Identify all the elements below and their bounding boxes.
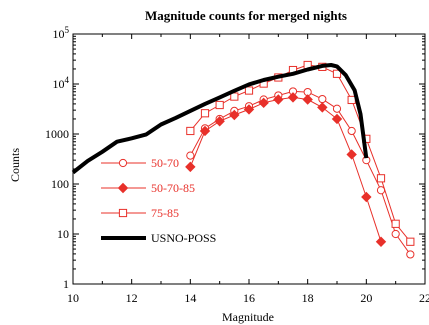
data-point <box>348 127 355 134</box>
y-tick-label: 10 <box>57 227 69 241</box>
data-point <box>319 95 326 102</box>
series-2 <box>187 61 414 245</box>
data-point <box>362 192 371 201</box>
data-point <box>392 220 399 227</box>
x-tick-label: 20 <box>360 291 372 305</box>
y-tick-label: 104 <box>53 75 70 91</box>
y-tick-label: 1 <box>63 277 69 291</box>
data-point <box>187 152 194 159</box>
data-point <box>377 237 386 246</box>
series-0 <box>187 88 414 258</box>
y-tick-label: 105 <box>53 25 70 41</box>
data-point <box>377 187 384 194</box>
y-axis-label: Counts <box>8 148 22 182</box>
plot-frame <box>73 34 425 284</box>
x-axis-label: Magnitude <box>222 310 274 324</box>
x-tick-label: 12 <box>126 291 138 305</box>
legend: 50-70 50-70-85 75-85 USNO-POSS <box>101 156 216 245</box>
data-point <box>201 110 208 117</box>
legend-marker <box>119 184 128 193</box>
data-point <box>186 162 195 171</box>
x-tick-label: 14 <box>184 291 196 305</box>
legend-label: 50-70 <box>151 156 179 170</box>
y-tick-label: 1000 <box>45 127 69 141</box>
chart-title: Magnitude counts for merged nights <box>145 8 347 23</box>
data-point <box>392 230 399 237</box>
data-point <box>347 150 356 159</box>
x-tick-label: 10 <box>67 291 79 305</box>
data-point <box>245 87 252 94</box>
legend-marker <box>119 159 126 166</box>
data-point <box>407 238 414 245</box>
data-point <box>333 114 342 123</box>
data-point <box>318 103 327 112</box>
legend-label: USNO-POSS <box>151 231 216 245</box>
data-point <box>303 95 312 104</box>
legend-label: 50-70-85 <box>151 181 195 195</box>
data-point <box>216 101 223 108</box>
legend-label: 75-85 <box>151 206 179 220</box>
data-point <box>377 175 384 182</box>
data-point <box>187 127 194 134</box>
y-tick-label: 100 <box>51 177 69 191</box>
data-point <box>407 251 414 258</box>
data-point <box>333 105 340 112</box>
x-tick-label: 22 <box>419 291 429 305</box>
data-point <box>289 93 298 102</box>
x-tick-label: 16 <box>243 291 255 305</box>
legend-marker <box>119 209 126 216</box>
x-tick-label: 18 <box>302 291 314 305</box>
data-point <box>348 96 355 103</box>
series-1 <box>186 93 386 246</box>
